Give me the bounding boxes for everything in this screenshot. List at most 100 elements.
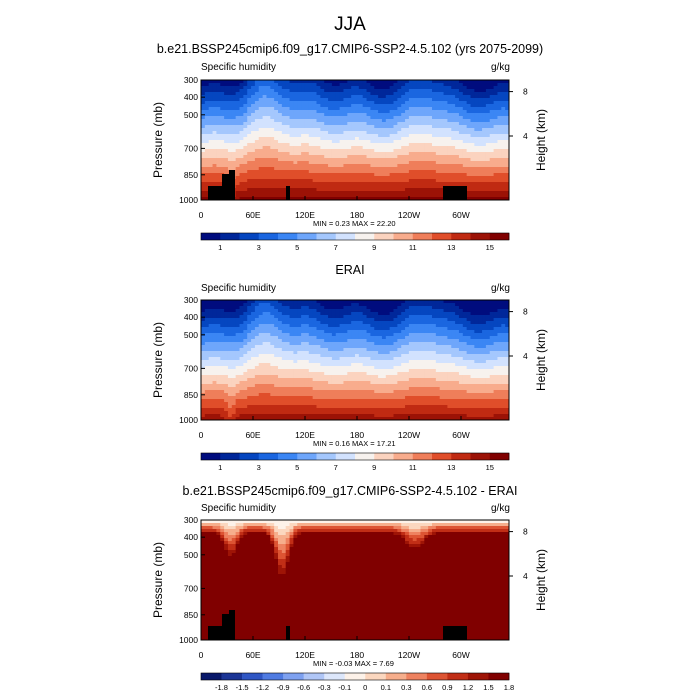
- field-cell: [416, 170, 421, 174]
- field-cell: [339, 182, 344, 186]
- field-cell: [266, 128, 271, 132]
- field-cell: [458, 134, 464, 138]
- field-cell: [389, 104, 394, 108]
- field-cell: [220, 363, 225, 367]
- field-cell: [278, 197, 283, 201]
- field-cell: [274, 336, 279, 340]
- field-cell: [308, 185, 314, 189]
- field-cell: [301, 354, 306, 358]
- field-cell: [351, 357, 356, 361]
- field-cell: [339, 191, 344, 195]
- field-cell: [281, 119, 287, 123]
- field-cell: [385, 164, 391, 168]
- field-cell: [351, 113, 356, 117]
- field-cell: [366, 191, 371, 195]
- field-cell: [220, 80, 225, 84]
- field-cell: [366, 306, 371, 310]
- field-cell: [301, 164, 306, 168]
- field-cell: [362, 333, 368, 337]
- field-cell: [458, 182, 464, 186]
- field-cell: [397, 191, 402, 195]
- field-cell: [239, 155, 244, 159]
- field-cell: [362, 318, 368, 322]
- field-cell: [405, 98, 410, 102]
- field-cell: [435, 321, 441, 325]
- field-cell: [231, 146, 237, 150]
- field-cell: [243, 197, 248, 201]
- field-cell: [312, 158, 317, 162]
- field-cell: [466, 330, 471, 334]
- field-cell: [274, 300, 279, 304]
- field-cell: [381, 348, 387, 352]
- field-cell: [439, 110, 445, 114]
- field-cell: [428, 110, 433, 114]
- field-cell: [432, 158, 437, 162]
- field-cell: [455, 149, 460, 153]
- field-cell: [389, 98, 394, 102]
- field-cell: [343, 315, 348, 319]
- colorbar-swatch: [489, 233, 510, 240]
- field-cell: [201, 170, 206, 174]
- field-cell: [224, 152, 229, 156]
- field-cell: [435, 360, 441, 364]
- field-cell: [466, 134, 471, 138]
- field-cell: [497, 164, 502, 168]
- field-cell: [485, 95, 491, 99]
- field-cell: [466, 194, 471, 198]
- field-cell: [231, 140, 237, 144]
- field-cell: [328, 161, 333, 165]
- field-cell: [320, 161, 325, 165]
- field-cell: [412, 161, 418, 165]
- field-cell: [424, 146, 429, 150]
- field-cell: [451, 137, 456, 141]
- field-cell: [401, 116, 406, 120]
- field-cell: [347, 80, 352, 84]
- field-cell: [251, 360, 256, 364]
- field-cell: [293, 104, 298, 108]
- field-cell: [312, 339, 317, 343]
- field-cell: [455, 86, 460, 90]
- field-cell: [432, 131, 437, 135]
- field-cell: [378, 158, 383, 162]
- field-cell: [231, 321, 237, 325]
- field-cell: [355, 327, 360, 331]
- field-cell: [381, 333, 387, 337]
- field-cell: [343, 176, 348, 180]
- field-cell: [447, 330, 452, 334]
- field-cell: [281, 122, 287, 126]
- field-cell: [301, 80, 306, 84]
- field-cell: [355, 92, 360, 96]
- field-cell: [224, 357, 229, 361]
- field-cell: [408, 179, 414, 183]
- field-cell: [470, 188, 475, 192]
- field-cell: [258, 128, 264, 132]
- field-cell: [320, 354, 325, 358]
- field-cell: [505, 89, 510, 93]
- field-cell: [285, 309, 291, 313]
- field-cell: [362, 95, 368, 99]
- field-cell: [381, 122, 387, 126]
- field-cell: [251, 92, 256, 96]
- field-cell: [266, 357, 271, 361]
- field-cell: [351, 197, 356, 201]
- field-cell: [428, 318, 433, 322]
- field-cell: [270, 164, 275, 168]
- field-cell: [278, 89, 283, 93]
- field-cell: [320, 348, 325, 352]
- field-cell: [351, 188, 356, 192]
- field-cell: [220, 155, 225, 159]
- field-cell: [216, 104, 221, 108]
- field-cell: [432, 125, 437, 129]
- field-cell: [212, 333, 217, 337]
- field-cell: [432, 143, 437, 147]
- field-cell: [401, 191, 406, 195]
- field-cell: [343, 170, 348, 174]
- field-cell: [270, 89, 275, 93]
- field-cell: [405, 110, 410, 114]
- field-cell: [451, 155, 456, 159]
- field-cell: [339, 312, 344, 316]
- field-cell: [316, 188, 321, 192]
- field-cell: [362, 83, 368, 87]
- field-cell: [474, 83, 479, 87]
- field-cell: [397, 360, 402, 364]
